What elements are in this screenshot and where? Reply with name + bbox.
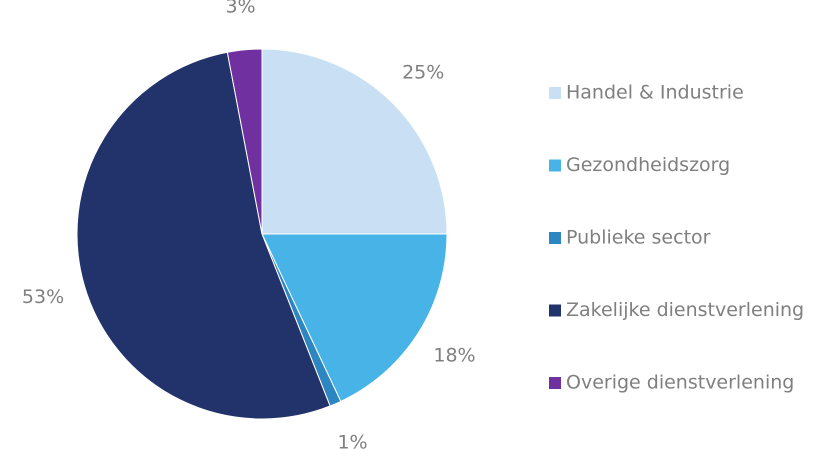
data-label: 18% — [433, 345, 475, 367]
legend-label: Publieke sector — [566, 227, 711, 249]
legend-label: Handel & Industrie — [566, 82, 744, 104]
pie-slice — [226, 48, 263, 235]
pie-slice — [261, 48, 448, 235]
pie-slice — [261, 233, 448, 403]
legend-swatch — [549, 87, 561, 99]
legend-swatch — [549, 159, 561, 172]
legend-label: Overige dienstverlening — [566, 372, 794, 394]
legend-swatch — [549, 377, 561, 389]
pie-slice — [76, 51, 331, 420]
data-label: 1% — [337, 432, 367, 449]
legend-label: Gezondheidszorg — [566, 154, 730, 176]
legend-swatch — [549, 232, 561, 244]
data-label: 3% — [225, 0, 255, 18]
legend-label: Zakelijke dienstverlening — [566, 299, 804, 321]
data-label: 25% — [402, 61, 444, 83]
data-label: 53% — [22, 286, 64, 308]
legend-swatch — [549, 304, 561, 317]
